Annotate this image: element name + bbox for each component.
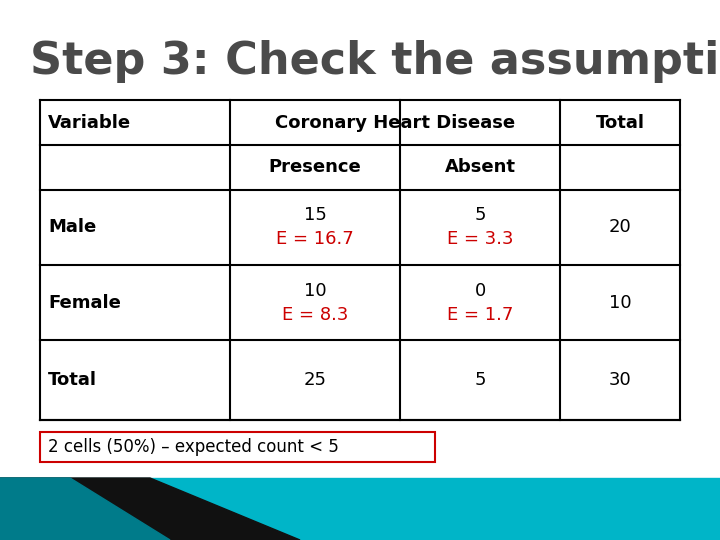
Text: Absent: Absent <box>444 159 516 177</box>
Text: E = 8.3: E = 8.3 <box>282 306 348 323</box>
Text: 10: 10 <box>608 294 631 312</box>
Text: Female: Female <box>48 294 121 312</box>
Text: 5: 5 <box>474 206 486 225</box>
Text: Total: Total <box>48 371 97 389</box>
Text: 20: 20 <box>608 219 631 237</box>
Text: Variable: Variable <box>48 113 131 132</box>
FancyBboxPatch shape <box>0 478 720 540</box>
Text: Male: Male <box>48 219 96 237</box>
Text: 5: 5 <box>474 371 486 389</box>
Text: Coronary Heart Disease: Coronary Heart Disease <box>275 113 515 132</box>
Polygon shape <box>0 478 170 540</box>
Text: Presence: Presence <box>269 159 361 177</box>
Polygon shape <box>0 478 300 540</box>
Text: E = 16.7: E = 16.7 <box>276 231 354 248</box>
Text: 30: 30 <box>608 371 631 389</box>
Text: 2 cells (50%) – expected count < 5: 2 cells (50%) – expected count < 5 <box>48 438 339 456</box>
Text: E = 1.7: E = 1.7 <box>447 306 513 323</box>
Text: 10: 10 <box>304 281 326 300</box>
FancyBboxPatch shape <box>40 432 435 462</box>
Text: 25: 25 <box>304 371 326 389</box>
Text: 15: 15 <box>304 206 326 225</box>
Text: Total: Total <box>595 113 644 132</box>
Text: Step 3: Check the assumption: Step 3: Check the assumption <box>30 40 720 83</box>
Text: E = 3.3: E = 3.3 <box>446 231 513 248</box>
Text: 0: 0 <box>474 281 485 300</box>
